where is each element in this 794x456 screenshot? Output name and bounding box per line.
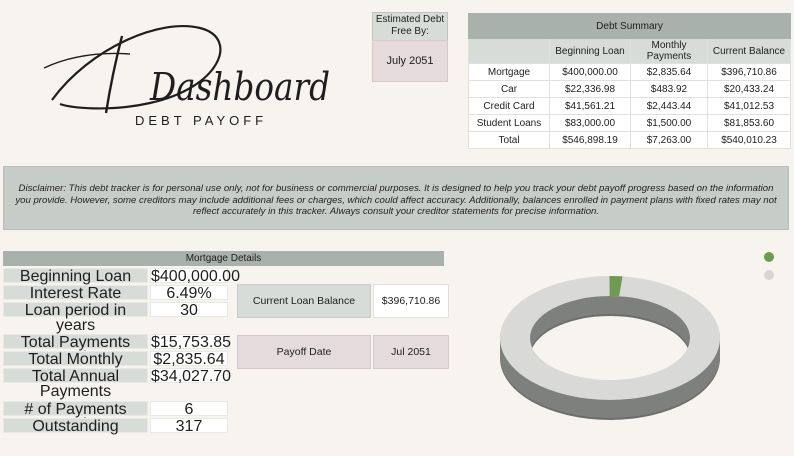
cell: $41,012.53 xyxy=(707,97,791,115)
cell: Car xyxy=(468,80,550,98)
summary-col-monthly: Monthly Payments xyxy=(630,38,708,64)
table-row: Mortgage $400,000.00 $2,835.64 $396,710.… xyxy=(468,63,791,81)
legend-paid-dot xyxy=(764,252,774,262)
disclaimer-text: Disclaimer: This debt tracker is for per… xyxy=(3,166,789,230)
cell: $2,443.44 xyxy=(630,97,708,115)
cell: $20,433.24 xyxy=(707,80,791,98)
legend-remaining-dot xyxy=(764,270,774,280)
cell: Mortgage xyxy=(468,63,550,81)
cell: $22,336.98 xyxy=(549,80,631,98)
dashboard-subtitle: DEBT PAYOFF xyxy=(135,113,268,128)
debt-free-value: July 2051 xyxy=(372,40,448,82)
annual-payments-label: Total Annual Payments xyxy=(3,368,148,400)
cell: $396,710.86 xyxy=(707,63,791,81)
summary-col-current: Current Balance xyxy=(707,38,791,64)
monthly-payments-label: Total Monthly Payments xyxy=(3,351,148,383)
cell: Student Loans xyxy=(468,114,550,132)
cell: $400,000.00 xyxy=(549,63,631,81)
donut-svg xyxy=(500,276,720,420)
num-payments-label: # of Payments Made xyxy=(3,401,148,433)
monthly-payments-value: $2,835.64 xyxy=(150,351,228,368)
cell: Credit Card xyxy=(468,97,550,115)
beginning-loan-label: Beginning Loan Amount xyxy=(3,268,148,300)
summary-col-blank xyxy=(468,38,550,64)
table-row: Credit Card $41,561.21 $2,443.44 $41,012… xyxy=(468,97,791,115)
cell: $83,000.00 xyxy=(549,114,631,132)
logo-word: Dashboard xyxy=(149,65,330,109)
payoff-date-value: Jul 2051 xyxy=(373,335,449,369)
cell: $483.92 xyxy=(630,80,708,98)
cell: $546,898.19 xyxy=(549,131,631,149)
cell: $2,835.64 xyxy=(630,63,708,81)
interest-rate-value: 6.49% xyxy=(150,285,228,302)
outstanding-value: 317 xyxy=(150,418,228,435)
outstanding-label: Outstanding xyxy=(3,418,148,435)
debt-free-label: Estimated Debt Free By: xyxy=(372,12,448,41)
cell: Total xyxy=(468,131,550,149)
cell: $41,561.21 xyxy=(549,97,631,115)
debt-summary-table: Debt Summary Beginning Loan Monthly Paym… xyxy=(468,13,791,149)
num-payments-value: 6 xyxy=(150,401,228,418)
current-loan-balance-label: Current Loan Balance xyxy=(237,284,371,318)
loan-period-value: 30 xyxy=(150,302,228,319)
table-row-total: Total $546,898.19 $7,263.00 $540,010.23 xyxy=(468,131,791,149)
cell: $540,010.23 xyxy=(707,131,791,149)
donut-remaining-slice xyxy=(500,276,720,400)
donut-paid-slice xyxy=(609,276,623,297)
debt-summary-title: Debt Summary xyxy=(468,13,791,39)
beginning-loan-value: $400,000.00 xyxy=(150,268,240,285)
cell: $1,500.00 xyxy=(630,114,708,132)
cell: $7,263.00 xyxy=(630,131,708,149)
current-loan-balance-value: $396,710.86 xyxy=(373,284,449,318)
dashboard-logo: Dashboard xyxy=(30,8,350,138)
total-payments-label: Total Payments Made xyxy=(3,334,148,366)
interest-rate-label: Interest Rate xyxy=(3,285,148,302)
total-payments-value: $15,753.85 xyxy=(150,334,232,351)
dashboard-script-logo: Dashboard xyxy=(43,25,330,114)
table-row: Car $22,336.98 $483.92 $20,433.24 xyxy=(468,80,791,98)
mortgage-details-title: Mortgage Details xyxy=(3,251,444,266)
annual-payments-value: $34,027.70 xyxy=(150,368,232,385)
payoff-date-label: Payoff Date xyxy=(237,335,371,369)
cell: $81,853.60 xyxy=(707,114,791,132)
table-row: Student Loans $83,000.00 $1,500.00 $81,8… xyxy=(468,114,791,132)
loan-period-label: Loan period in years xyxy=(3,302,148,334)
payoff-donut-chart xyxy=(495,268,725,438)
summary-col-beginning: Beginning Loan xyxy=(549,38,631,64)
